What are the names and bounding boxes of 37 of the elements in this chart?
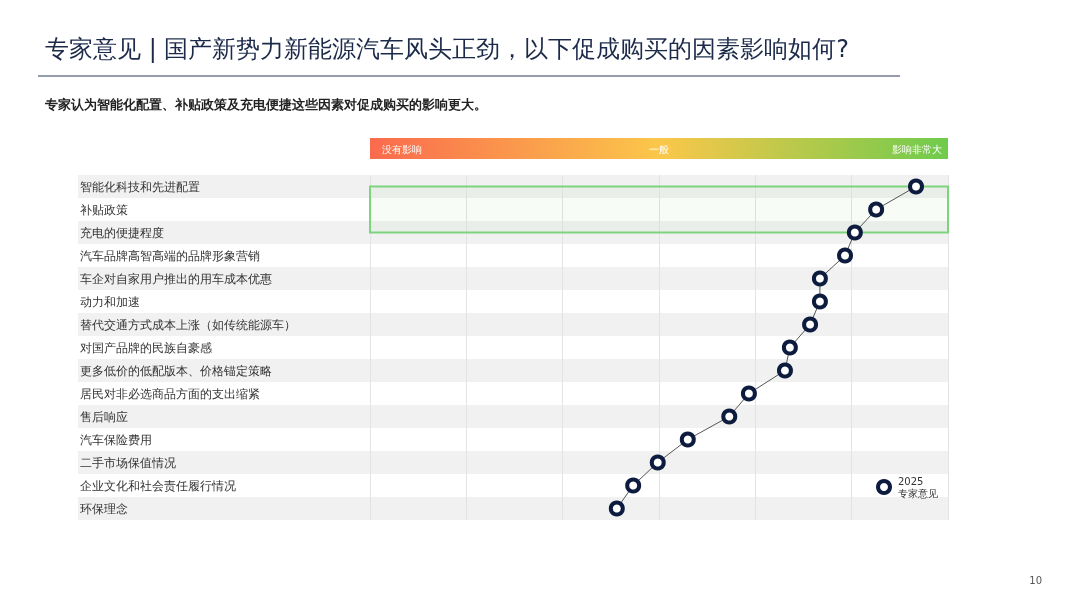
y-tick-label: 动力和加速 (80, 294, 140, 309)
point (608, 500, 625, 517)
point (811, 270, 828, 287)
y-tick-label: 汽车保险费用 (80, 432, 152, 447)
y-tick-label: 环保理念 (80, 501, 128, 516)
y-tick-label: 二手市场保值情况 (80, 455, 176, 470)
text: 10 (1029, 574, 1042, 586)
point (868, 201, 885, 218)
point (781, 339, 798, 356)
text: 影响非常大 (892, 143, 942, 155)
legend-label: 2025 专家意见 (898, 475, 938, 499)
y-tick-label: 补贴政策 (80, 202, 128, 217)
y-tick-label: 汽车品牌高智高端的品牌形象营销 (80, 248, 260, 263)
y-tick-label: 替代交通方式成本上涨（如传统能源车） (80, 317, 296, 332)
text: 没有影响 (382, 143, 422, 155)
text: 专家认为智能化配置、补贴政策及充电便捷这些因素对促成购买的影响更大。 (44, 97, 487, 112)
point (846, 224, 863, 241)
point (802, 316, 819, 333)
point (679, 431, 696, 448)
y-tick-label: 智能化科技和先进配置 (80, 179, 200, 194)
point (811, 293, 828, 310)
chart-title: 专家意见 | 国产新势力新能源汽车风头正劲，以下促成购买的因素影响如何? (45, 35, 850, 63)
text: 一般 (649, 143, 669, 155)
point (837, 247, 854, 264)
point (625, 477, 642, 494)
y-tick-label: 售后响应 (80, 409, 128, 424)
point (649, 454, 666, 471)
point (776, 362, 793, 379)
y-tick-label: 更多低价的低配版本、价格锚定策略 (80, 363, 272, 378)
y-tick-label: 车企对自家用户推出的用车成本优惠 (80, 271, 272, 286)
y-tick-label: 对国产品牌的民族自豪感 (80, 340, 212, 355)
point (908, 178, 924, 195)
point (721, 408, 738, 425)
point (740, 385, 757, 402)
y-tick-label: 企业文化和社会责任履行情况 (80, 478, 236, 493)
y-tick-label: 居民对非必选商品方面的支出缩紧 (80, 386, 260, 401)
y-tick-label: 充电的便捷程度 (80, 225, 164, 240)
